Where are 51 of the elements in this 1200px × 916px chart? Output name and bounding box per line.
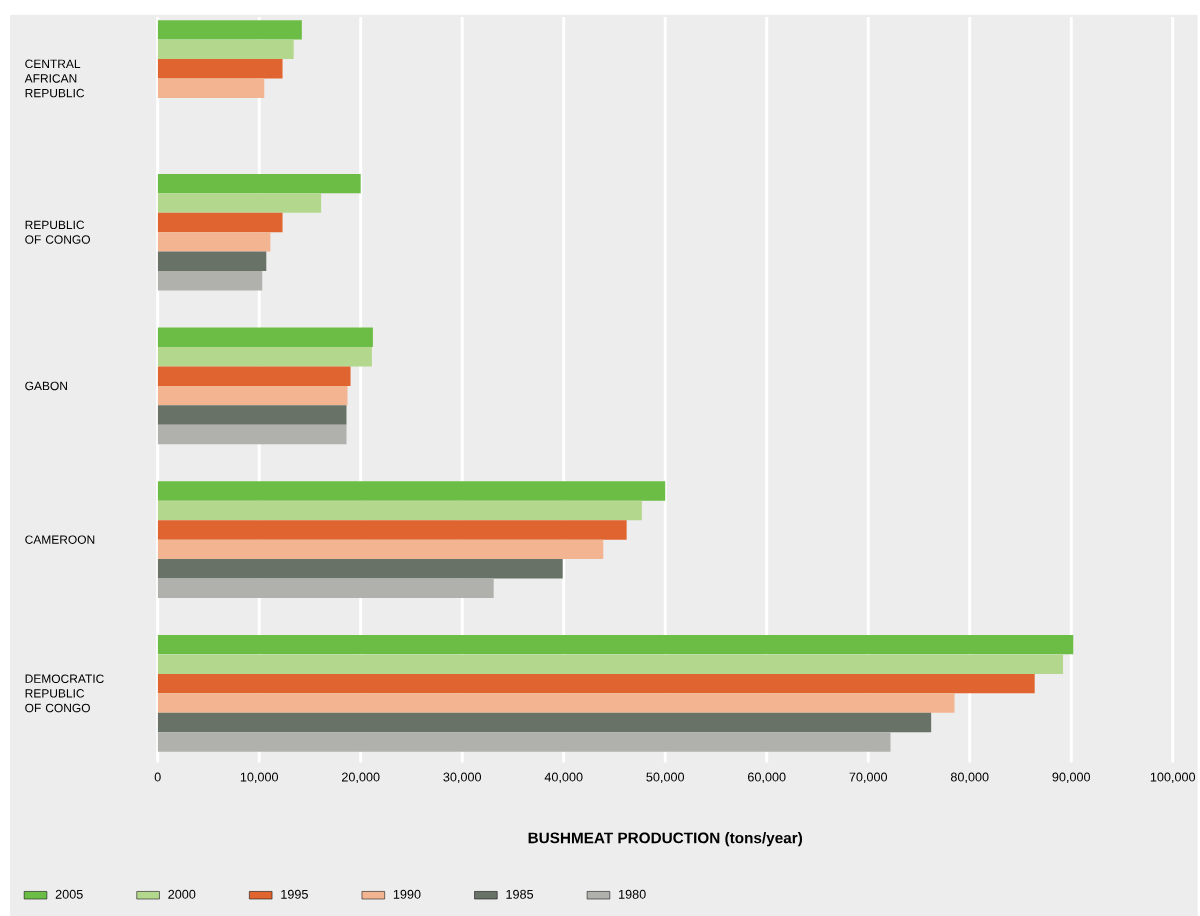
bar	[157, 539, 604, 559]
bar	[157, 405, 347, 425]
bar	[157, 634, 1074, 655]
bar	[157, 732, 891, 752]
bar	[157, 39, 294, 59]
x-axis-title: BUSHMEAT PRODUCTION (tons/year)	[528, 831, 803, 847]
bar	[157, 520, 627, 540]
x-tick-label: 10,000	[240, 772, 279, 783]
x-tick-label: 0	[154, 772, 161, 782]
bar	[157, 212, 283, 233]
legend-label: 1980	[619, 889, 646, 899]
bar	[157, 693, 955, 713]
bar	[157, 712, 932, 733]
bar	[157, 558, 563, 579]
legend-label: 1990	[393, 889, 421, 899]
bar	[157, 20, 302, 40]
legend-label: 1995	[281, 889, 308, 899]
x-tick-label: 40,000	[544, 772, 583, 783]
bar	[157, 78, 265, 98]
y-tick-label: CENTRAL AFRICAN REPUBLIC	[24, 59, 85, 98]
y-tick-label: CAMEROON	[25, 535, 95, 544]
x-tick-label: 100,000	[1150, 772, 1196, 783]
x-tick-label: 70,000	[849, 772, 888, 783]
bar	[157, 424, 347, 445]
bar	[157, 58, 283, 79]
x-tick-label: 20,000	[341, 772, 380, 783]
bar	[157, 232, 271, 252]
bar	[157, 366, 351, 386]
legend-label: 2000	[168, 889, 196, 899]
bar	[157, 673, 1035, 694]
x-tick-label: 30,000	[443, 772, 482, 783]
bar	[157, 193, 322, 213]
bar	[157, 500, 642, 521]
x-tick-label: 60,000	[748, 772, 786, 783]
bar	[157, 251, 267, 271]
bar	[157, 481, 666, 501]
y-tick-label: DEMOCRATIC REPUBLIC OF CONGO	[25, 674, 104, 713]
x-tick-label: 50,000	[646, 772, 685, 783]
x-tick-label: 80,000	[950, 772, 989, 783]
y-tick-label: GABON	[25, 381, 67, 391]
legend-label: 1985	[506, 889, 534, 899]
bar	[157, 173, 361, 194]
legend-label: 2005	[55, 889, 83, 899]
bar	[157, 654, 1064, 674]
y-tick-label: REPUBLIC OF CONGO	[25, 220, 90, 244]
bar	[157, 327, 373, 347]
x-tick-label: 90,000	[1052, 772, 1091, 783]
bar	[157, 385, 348, 406]
bar	[157, 270, 263, 291]
bar	[157, 346, 372, 367]
bar	[157, 578, 494, 598]
